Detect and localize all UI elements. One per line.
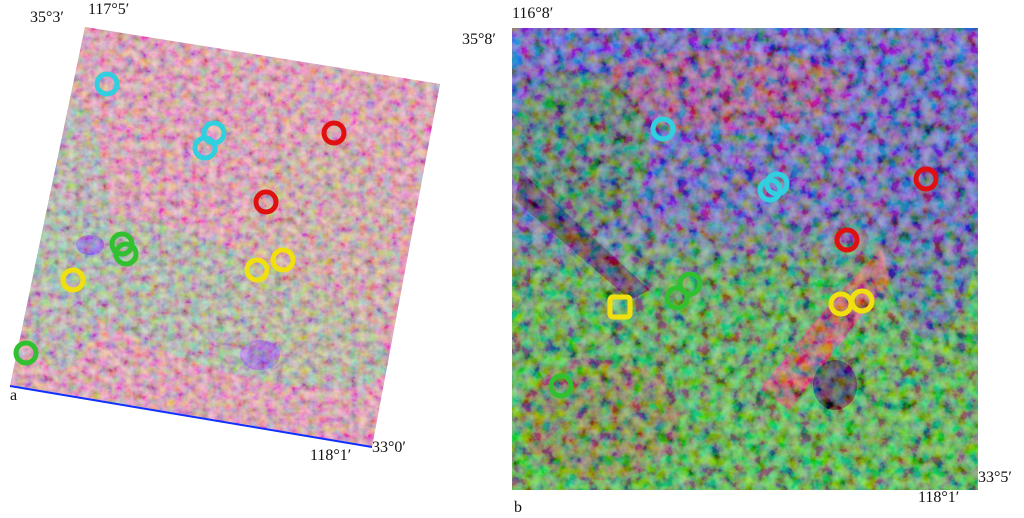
coord-label: 35°8′	[462, 31, 496, 48]
markers-b	[548, 116, 939, 399]
coord-label: 118°1′	[310, 447, 351, 464]
panel-label: b	[514, 499, 522, 516]
panel-a-image	[10, 27, 440, 447]
markers-a	[13, 71, 347, 366]
coord-label: 118°1′	[918, 489, 959, 506]
coord-label: 116°8′	[512, 5, 553, 22]
panel-label: a	[10, 387, 17, 404]
coord-label: 33°0′	[372, 439, 406, 456]
coord-label: 117°5′	[88, 1, 129, 18]
edge	[9, 385, 373, 448]
panel-b-image	[512, 28, 978, 490]
coord-label: 35°3′	[30, 9, 64, 26]
coord-label: 33°5′	[978, 469, 1012, 486]
